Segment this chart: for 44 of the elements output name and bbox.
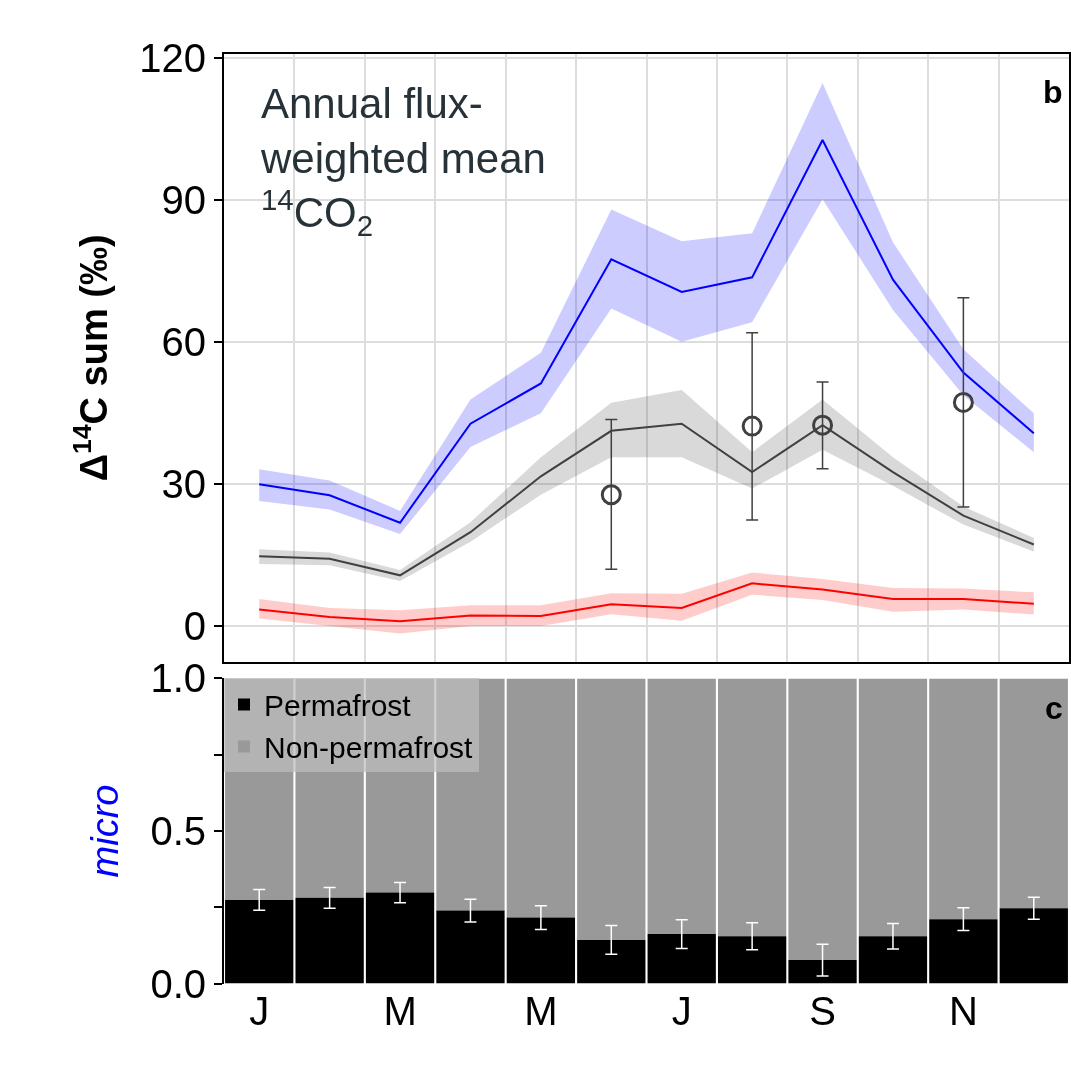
- bar: [788, 678, 857, 961]
- annotation: Annual flux-weighted mean $^{14}$CO$_{2}$: [260, 80, 546, 243]
- y-tick-label: 90: [161, 177, 206, 222]
- point: [741, 415, 763, 437]
- point: [952, 391, 974, 413]
- point: [812, 414, 834, 436]
- x-tick-label: N: [948, 988, 978, 1033]
- bar: [929, 919, 998, 984]
- bar: [717, 936, 787, 984]
- y-axis-title: micro: [84, 784, 127, 878]
- bar: [295, 897, 364, 984]
- y-tick-label: 120: [139, 35, 206, 80]
- bar: [365, 892, 435, 984]
- legend-label: Permafrost: [264, 689, 412, 723]
- bar: [577, 939, 646, 984]
- y-tick-label: 30: [161, 461, 206, 506]
- bar: [647, 934, 716, 984]
- bar: [929, 678, 998, 920]
- x-tick-label: J: [671, 988, 692, 1033]
- bar: [647, 678, 716, 935]
- bar: [577, 678, 646, 940]
- annotation: c: [1045, 690, 1063, 726]
- annotation: b: [1043, 74, 1063, 110]
- bar: [788, 960, 857, 984]
- bar: [506, 917, 576, 984]
- x-tick-label: J: [249, 988, 270, 1033]
- y-tick-label: 0.5: [150, 808, 206, 853]
- bar: [999, 678, 1068, 909]
- x-tick-label: M: [383, 988, 417, 1033]
- line-series: [258, 582, 1035, 623]
- x-tick-label: M: [524, 988, 558, 1033]
- x-tick-label: S: [809, 988, 836, 1033]
- y-tick-label: 1.0: [150, 656, 206, 701]
- bar: [506, 678, 576, 918]
- bar: [436, 910, 505, 984]
- bar: [717, 678, 787, 937]
- point: [600, 484, 622, 506]
- y-tick-label: 0.0: [150, 961, 206, 1006]
- y-tick-label: 60: [161, 319, 206, 364]
- bar: [858, 678, 928, 937]
- bar: [999, 908, 1068, 984]
- legend-label: Non-permafrost: [264, 731, 474, 765]
- bar: [858, 936, 928, 984]
- y-tick-label: 0: [183, 603, 206, 648]
